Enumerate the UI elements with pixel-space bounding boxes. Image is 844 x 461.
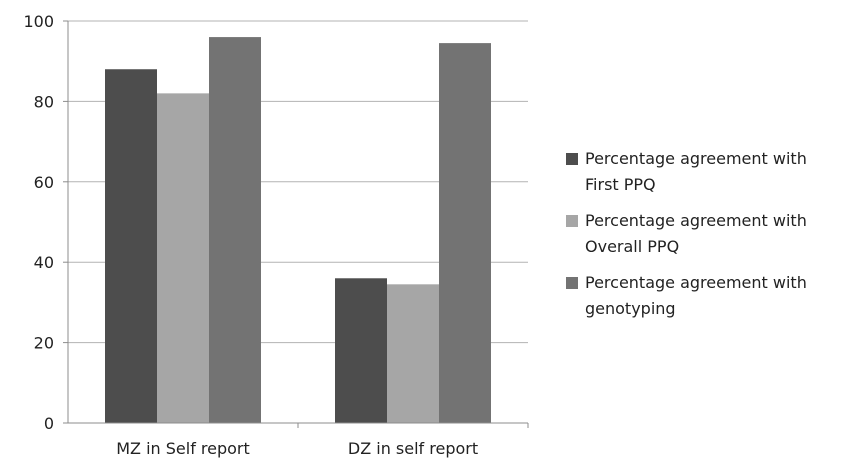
y-tick-label: 80 bbox=[34, 92, 54, 111]
bar bbox=[105, 69, 157, 424]
y-tick-label: 40 bbox=[34, 253, 54, 272]
y-tick-label: 20 bbox=[34, 334, 54, 353]
legend-label: Percentage agreement with First PPQ bbox=[585, 149, 807, 194]
y-axis-ticks: 0 20 40 60 80 100 bbox=[23, 12, 54, 433]
bar bbox=[439, 43, 491, 424]
bars bbox=[105, 37, 491, 424]
legend-label: Percentage agreement with Overall PPQ bbox=[585, 211, 807, 256]
legend-item-first-ppq: Percentage agreement with First PPQ bbox=[566, 146, 841, 198]
legend: Percentage agreement with First PPQ Perc… bbox=[566, 146, 841, 332]
y-tick-label: 60 bbox=[34, 173, 54, 192]
legend-item-overall-ppq: Percentage agreement with Overall PPQ bbox=[566, 208, 841, 260]
x-category-label: DZ in self report bbox=[348, 439, 478, 458]
axes bbox=[63, 20, 529, 428]
legend-swatch bbox=[566, 153, 578, 165]
x-category-label: MZ in Self report bbox=[116, 439, 250, 458]
bar bbox=[209, 37, 261, 423]
legend-label: Percentage agreement with genotyping bbox=[585, 273, 807, 318]
bar bbox=[157, 93, 209, 424]
y-tick-label: 0 bbox=[44, 414, 54, 433]
bar bbox=[387, 284, 439, 423]
x-axis-categories: MZ in Self report DZ in self report bbox=[116, 439, 478, 458]
bar bbox=[335, 278, 387, 423]
legend-item-genotyping: Percentage agreement with genotyping bbox=[566, 270, 841, 322]
y-tick-label: 100 bbox=[23, 12, 54, 31]
legend-swatch bbox=[566, 215, 578, 227]
legend-swatch bbox=[566, 277, 578, 289]
